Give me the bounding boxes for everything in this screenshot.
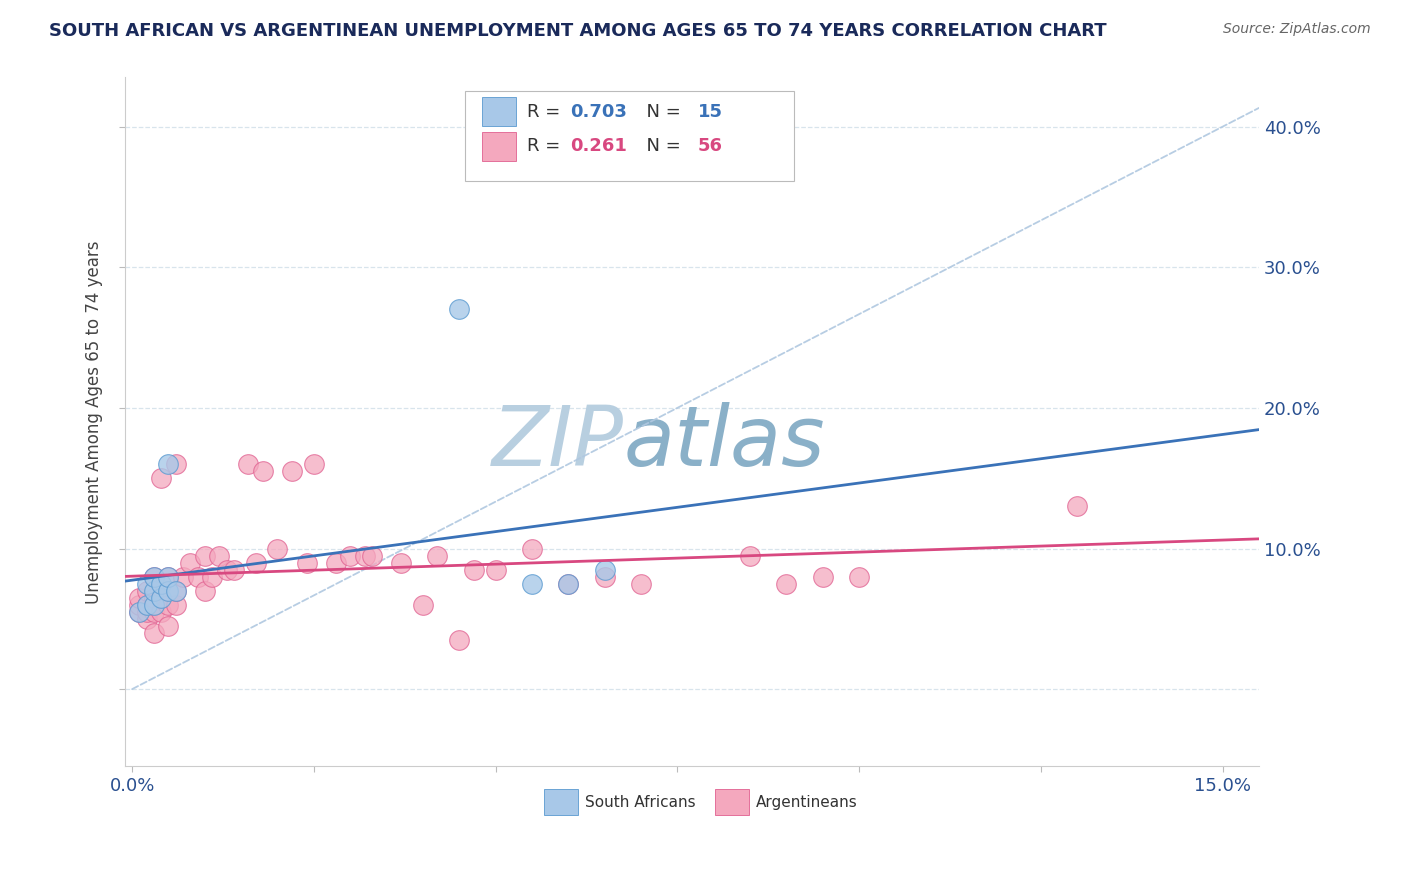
Point [135,598,157,612]
Point [165,583,187,598]
Point [150,591,173,605]
Point [135,605,157,619]
Point [194,583,217,598]
Point [449,632,471,647]
Point [165,457,187,471]
FancyBboxPatch shape [544,789,578,814]
Point [1066,500,1088,514]
Point [142,591,165,605]
Point [412,598,434,612]
Text: R =: R = [527,103,567,121]
Y-axis label: Unemployment Among Ages 65 to 74 years: Unemployment Among Ages 65 to 74 years [86,240,103,604]
Text: 0.703: 0.703 [571,103,627,121]
Text: 0.261: 0.261 [571,137,627,155]
Point [520,576,543,591]
Point [150,471,173,485]
Point [142,569,165,583]
Point [128,591,150,605]
Text: 15: 15 [697,103,723,121]
Point [157,619,180,633]
Point [142,583,165,598]
Text: Argentineans: Argentineans [755,795,858,810]
FancyBboxPatch shape [714,789,748,814]
Point [266,541,288,556]
Point [245,556,267,570]
Point [201,569,224,583]
Point [194,549,217,563]
Point [142,626,165,640]
Point [295,556,318,570]
Point [302,457,325,471]
Text: 56: 56 [697,137,723,155]
Point [150,591,173,605]
Point [775,576,797,591]
Point [165,598,187,612]
Point [281,464,304,478]
FancyBboxPatch shape [465,91,794,181]
Text: atlas: atlas [624,402,825,483]
Text: N =: N = [636,103,686,121]
Point [135,576,157,591]
Point [593,563,616,577]
Point [157,569,180,583]
Point [630,576,652,591]
Point [484,563,506,577]
Point [135,598,157,612]
Point [353,549,375,563]
Point [389,556,412,570]
Point [426,549,449,563]
Point [128,605,150,619]
Point [215,563,238,577]
Point [325,556,347,570]
Point [157,598,180,612]
Point [557,576,579,591]
Point [339,549,361,563]
Point [208,549,231,563]
Point [520,541,543,556]
Text: N =: N = [636,137,686,155]
Point [142,598,165,612]
Text: ZIP: ZIP [492,402,624,483]
Point [186,569,208,583]
Text: SOUTH AFRICAN VS ARGENTINEAN UNEMPLOYMENT AMONG AGES 65 TO 74 YEARS CORRELATION : SOUTH AFRICAN VS ARGENTINEAN UNEMPLOYMEN… [49,22,1107,40]
Point [811,569,834,583]
Point [238,457,260,471]
Point [848,569,870,583]
Point [128,598,150,612]
Point [157,583,180,598]
Point [157,457,180,471]
Point [361,549,384,563]
FancyBboxPatch shape [482,97,516,127]
Point [593,569,616,583]
Point [135,612,157,626]
FancyBboxPatch shape [482,132,516,161]
Point [142,569,165,583]
Text: Source: ZipAtlas.com: Source: ZipAtlas.com [1223,22,1371,37]
Point [135,583,157,598]
Point [150,576,173,591]
Point [463,563,485,577]
Point [179,556,201,570]
Point [142,605,165,619]
Text: South Africans: South Africans [585,795,696,810]
Point [165,583,187,598]
Point [557,576,579,591]
Point [449,302,471,317]
Point [172,569,194,583]
Point [738,549,761,563]
Point [128,605,150,619]
Point [252,464,274,478]
Point [150,605,173,619]
Point [157,569,180,583]
Text: R =: R = [527,137,572,155]
Point [222,563,245,577]
Point [142,598,165,612]
